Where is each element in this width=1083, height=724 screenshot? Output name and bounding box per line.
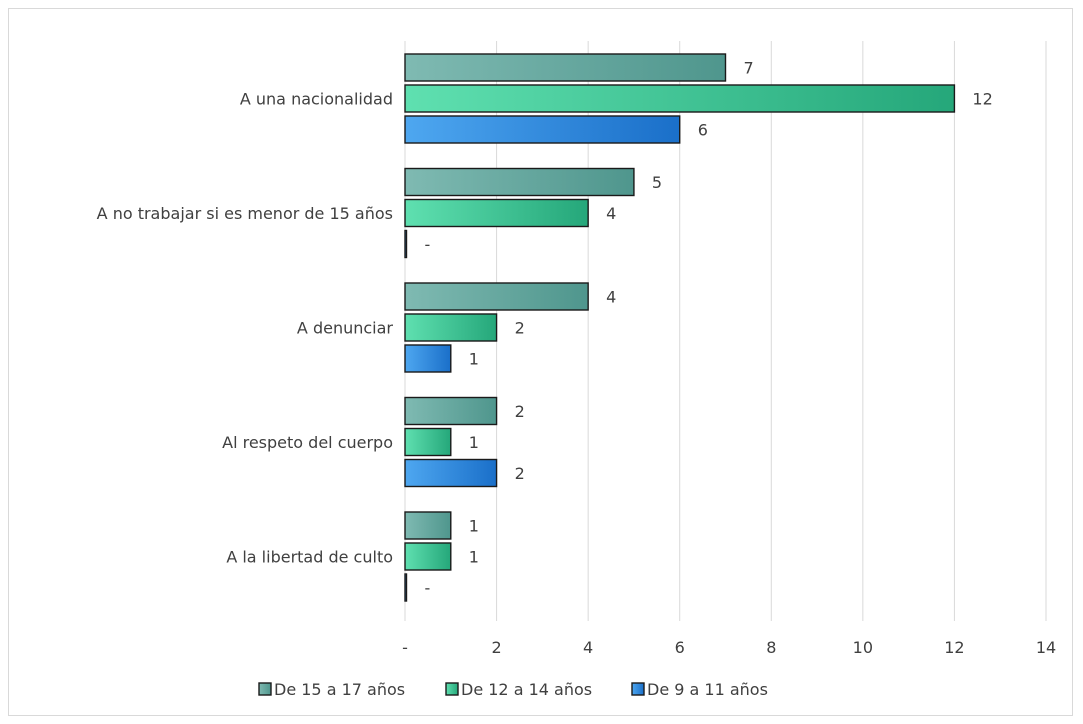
legend-swatch — [631, 682, 645, 696]
data-label: 1 — [469, 517, 479, 536]
bar — [404, 573, 408, 602]
legend-item: De 15 a 17 años — [258, 680, 405, 699]
data-label: 1 — [469, 433, 479, 452]
bar — [404, 84, 956, 113]
x-tick-label: 8 — [766, 638, 776, 657]
data-label: 5 — [652, 173, 662, 192]
chart-frame: 7 12 6 5 4-4 2 1 2 1 2 1 1- A una nacionalidad A no … — [8, 8, 1073, 716]
category-label: A la libertad de culto — [226, 548, 393, 567]
legend: De 15 a 17 años De 12 a 14 años De 9 a 11 … — [258, 680, 768, 699]
category-label: A no trabajar si es menor de 15 años — [97, 204, 393, 223]
bar — [404, 511, 452, 540]
legend-label: De 12 a 14 años — [461, 680, 592, 699]
data-label: 7 — [744, 59, 754, 78]
bar — [404, 53, 727, 82]
data-label: 2 — [515, 402, 525, 421]
data-label: 1 — [469, 350, 479, 369]
x-axis-ticks: - 2 4 6 8 10 12 14 — [402, 638, 1056, 657]
bar — [404, 167, 635, 197]
x-tick-label: - — [402, 638, 408, 657]
category-label: A denunciar — [297, 319, 394, 338]
bar — [404, 458, 498, 488]
x-tick-label: 4 — [583, 638, 593, 657]
bar — [404, 115, 681, 144]
bar — [404, 542, 452, 571]
bars — [404, 53, 956, 602]
data-label: 1 — [469, 548, 479, 567]
legend-label: De 15 a 17 años — [274, 680, 405, 699]
data-label: 4 — [606, 204, 616, 223]
data-label: 2 — [515, 464, 525, 483]
bar — [404, 229, 408, 259]
category-labels: A una nacionalidad A no trabajar si es me… — [97, 90, 394, 567]
bar — [404, 427, 452, 457]
bar — [404, 396, 498, 426]
data-label: 4 — [606, 288, 616, 307]
legend-item: De 12 a 14 años — [445, 680, 592, 699]
legend-swatch — [445, 682, 459, 696]
data-label: 6 — [698, 121, 708, 140]
data-label: - — [425, 579, 431, 598]
x-tick-label: 6 — [675, 638, 685, 657]
legend-swatch — [258, 682, 272, 696]
bar — [404, 282, 589, 311]
bar — [404, 344, 452, 373]
data-label: - — [425, 235, 431, 254]
legend-label: De 9 a 11 años — [647, 680, 768, 699]
bar — [404, 198, 589, 228]
x-tick-label: 14 — [1036, 638, 1056, 657]
data-label: 12 — [972, 90, 992, 109]
data-label: 2 — [515, 319, 525, 338]
bar — [404, 313, 498, 342]
x-tick-label: 12 — [944, 638, 964, 657]
x-tick-label: 10 — [853, 638, 873, 657]
x-tick-label: 2 — [491, 638, 501, 657]
category-label: Al respeto del cuerpo — [222, 433, 393, 452]
legend-item: De 9 a 11 años — [631, 680, 768, 699]
category-label: A una nacionalidad — [240, 90, 393, 109]
